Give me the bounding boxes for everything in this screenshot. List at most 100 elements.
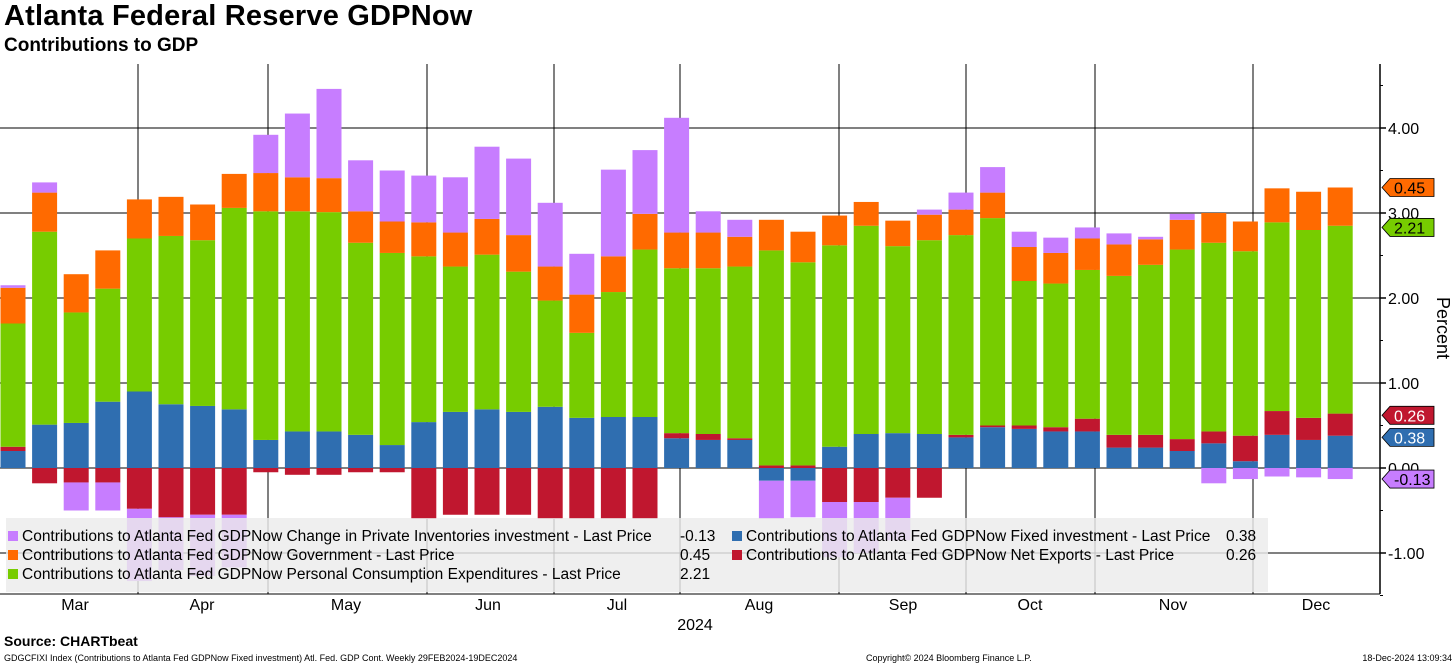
bar-segment xyxy=(1296,439,1322,468)
legend-value-fixed-investment: 0.38 xyxy=(1226,528,1257,545)
bar-segment xyxy=(253,468,279,473)
bar-segment xyxy=(790,480,816,518)
svg-text:0.38: 0.38 xyxy=(1394,430,1425,447)
bar-segment xyxy=(727,219,753,237)
bar-segment xyxy=(1074,418,1100,432)
bar-segment xyxy=(1169,451,1195,468)
bar-segment xyxy=(63,482,89,511)
bar-segment xyxy=(158,196,184,236)
bar-segment xyxy=(1327,225,1353,414)
x-month-label: Sep xyxy=(889,597,918,614)
bar-segment xyxy=(980,218,1006,426)
bar-segment xyxy=(664,438,690,468)
bar-segment xyxy=(63,422,89,468)
bar-segment xyxy=(1264,468,1290,477)
bar-segment xyxy=(474,254,500,410)
legend-label-fixed-investment: Contributions to Atlanta Fed GDPNow Fixe… xyxy=(746,528,1211,545)
bar-segment xyxy=(1106,275,1132,435)
y-tick-label: 2.00 xyxy=(1388,291,1419,308)
footer-copyright: Copyright© 2024 Bloomberg Finance L.P. xyxy=(866,653,1032,663)
bar-segment xyxy=(63,274,89,313)
bar-segment xyxy=(442,411,468,468)
source-label: Source: CHARTbeat xyxy=(4,633,138,649)
bar-segment xyxy=(948,192,974,210)
legend-item-net-exports: Contributions to Atlanta Fed GDPNow Net … xyxy=(732,547,1174,565)
bar-segment xyxy=(316,178,342,213)
last-price-tag: 0.38 xyxy=(1381,428,1435,447)
legend-item-fixed-investment: Contributions to Atlanta Fed GDPNow Fixe… xyxy=(732,528,1210,546)
bar-segment xyxy=(664,433,690,439)
bar-segment xyxy=(316,468,342,475)
bar-segment xyxy=(600,468,626,519)
bar-segment xyxy=(790,231,816,263)
bar-segment xyxy=(1074,227,1100,239)
bar-segment xyxy=(126,238,152,392)
bar-segment xyxy=(727,438,753,440)
bar-segment xyxy=(95,288,121,402)
bar-segment xyxy=(63,312,89,423)
bar-segment xyxy=(221,468,247,515)
bar-segment xyxy=(632,249,658,417)
x-month-label: Mar xyxy=(61,597,89,614)
bar-segment xyxy=(253,211,279,440)
last-price-tag: 0.45 xyxy=(1381,178,1435,198)
bar-segment xyxy=(537,300,563,407)
bar-segment xyxy=(758,480,784,519)
bar-segment xyxy=(1232,251,1258,436)
bar-segment xyxy=(411,422,437,468)
bar-segment xyxy=(1138,264,1164,435)
legend-item-pce: Contributions to Atlanta Fed GDPNow Pers… xyxy=(8,566,621,584)
bar-segment xyxy=(948,437,974,468)
x-month-label: Aug xyxy=(745,597,773,614)
legend-swatch-net-exports xyxy=(732,550,742,560)
bar-segment xyxy=(885,220,911,247)
bar-segment xyxy=(569,417,595,468)
svg-text:2.21: 2.21 xyxy=(1394,220,1425,237)
bar-segment xyxy=(758,219,784,251)
bar-segment xyxy=(1327,468,1353,480)
bar-segment xyxy=(1011,425,1037,429)
bar-segment xyxy=(221,173,247,208)
chart-title: Atlanta Federal Reserve GDPNow xyxy=(4,0,473,32)
bar-segment xyxy=(474,146,500,219)
bar-segment xyxy=(758,468,784,481)
bar-segment xyxy=(980,167,1006,193)
bar-segment xyxy=(1043,252,1069,284)
bar-segment xyxy=(885,468,911,498)
bar-segment xyxy=(1106,233,1132,245)
bar-segment xyxy=(32,192,58,232)
bar-segment xyxy=(158,468,184,518)
bar-segment xyxy=(569,294,595,333)
bar-segment xyxy=(695,211,721,233)
bar-segment xyxy=(1232,468,1258,480)
bar-segment xyxy=(1074,431,1100,468)
bar-segment xyxy=(95,468,121,483)
bar-segment xyxy=(0,285,26,288)
legend-value-pce: 2.21 xyxy=(680,566,711,583)
bar-segment xyxy=(1327,413,1353,436)
bar-segment xyxy=(1043,237,1069,253)
bar-segment xyxy=(316,212,342,432)
bar-segment xyxy=(379,170,405,222)
last-price-tag: 2.21 xyxy=(1381,218,1435,237)
bar-segment xyxy=(316,88,342,179)
bar-segment xyxy=(822,215,848,246)
bar-segment xyxy=(284,177,310,212)
bar-segment xyxy=(348,434,374,468)
bar-segment xyxy=(853,468,879,502)
x-month-label: Dec xyxy=(1302,597,1330,614)
bar-segment xyxy=(569,468,595,519)
bar-segment xyxy=(695,439,721,468)
legend-swatch-fixed-investment xyxy=(732,531,742,541)
bar-segment xyxy=(190,240,216,406)
bar-segment xyxy=(727,236,753,267)
bar-segment xyxy=(442,177,468,233)
legend-swatch-inventories xyxy=(8,531,18,541)
legend-swatch-pce xyxy=(8,569,18,579)
bar-segment xyxy=(600,256,626,293)
bar-segment xyxy=(822,446,848,468)
bar-segment xyxy=(442,468,468,515)
bar-segment xyxy=(253,134,279,174)
bar-segment xyxy=(980,425,1006,428)
bar-segment xyxy=(1106,244,1132,276)
